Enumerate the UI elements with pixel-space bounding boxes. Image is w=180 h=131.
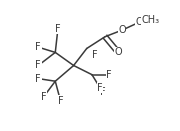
Text: O: O: [135, 17, 143, 27]
Text: F: F: [100, 87, 105, 97]
Text: O: O: [118, 25, 126, 35]
Text: F: F: [106, 70, 112, 80]
Text: F: F: [35, 74, 41, 84]
Text: F: F: [55, 24, 61, 34]
Text: CH₃: CH₃: [142, 15, 160, 25]
Text: O: O: [114, 47, 122, 57]
Text: F: F: [41, 92, 46, 102]
Text: O: O: [135, 17, 143, 27]
Text: F: F: [58, 96, 63, 106]
Text: F: F: [35, 42, 41, 52]
Text: F: F: [35, 61, 41, 70]
Text: F: F: [92, 50, 97, 60]
Text: F: F: [97, 83, 103, 93]
